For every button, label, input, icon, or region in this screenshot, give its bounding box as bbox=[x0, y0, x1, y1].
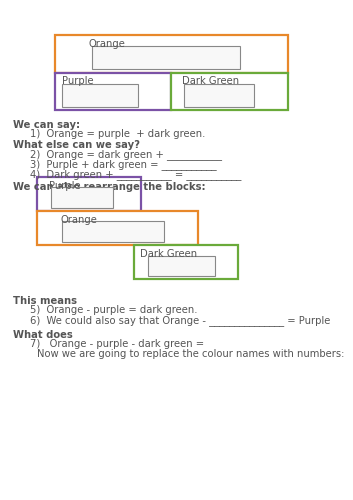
Text: 6)  We could also say that Orange - _______________ = Purple: 6) We could also say that Orange - _____… bbox=[30, 315, 330, 326]
Text: Purple: Purple bbox=[49, 181, 81, 191]
Bar bbox=[134, 245, 238, 279]
Text: Dark Green: Dark Green bbox=[140, 249, 198, 259]
Bar bbox=[148, 256, 215, 276]
Text: Orange: Orange bbox=[60, 215, 97, 225]
Text: This means: This means bbox=[13, 296, 77, 306]
Text: Now we are going to replace the colour names with numbers:: Now we are going to replace the colour n… bbox=[37, 349, 345, 359]
Bar bbox=[55, 35, 288, 72]
Bar bbox=[92, 46, 240, 69]
Text: 7)   Orange - purple - dark green =: 7) Orange - purple - dark green = bbox=[30, 339, 204, 349]
Bar bbox=[37, 177, 141, 211]
Bar bbox=[51, 188, 113, 208]
Text: 3)  Purple + dark green = ___________: 3) Purple + dark green = ___________ bbox=[30, 159, 217, 170]
Text: We can say:: We can say: bbox=[13, 120, 80, 130]
Text: We can also rearrange the blocks:: We can also rearrange the blocks: bbox=[13, 182, 206, 192]
Bar bbox=[62, 84, 138, 106]
Bar bbox=[184, 84, 254, 106]
Text: 2)  Orange = dark green + ___________: 2) Orange = dark green + ___________ bbox=[30, 149, 222, 160]
Text: Orange: Orange bbox=[88, 39, 125, 49]
Bar bbox=[37, 211, 198, 245]
Bar bbox=[171, 72, 288, 110]
Bar bbox=[55, 72, 171, 110]
Text: Dark Green: Dark Green bbox=[182, 76, 239, 86]
Text: What does: What does bbox=[13, 330, 73, 340]
Text: What else can we say?: What else can we say? bbox=[13, 140, 140, 150]
Bar bbox=[62, 222, 164, 242]
Text: 5)  Orange - purple = dark green.: 5) Orange - purple = dark green. bbox=[30, 305, 198, 315]
Text: 1)  Orange = purple  + dark green.: 1) Orange = purple + dark green. bbox=[30, 129, 205, 139]
Text: 4)  Dark green + ___________ = ___________: 4) Dark green + ___________ = __________… bbox=[30, 169, 241, 180]
Text: Purple: Purple bbox=[62, 76, 94, 86]
